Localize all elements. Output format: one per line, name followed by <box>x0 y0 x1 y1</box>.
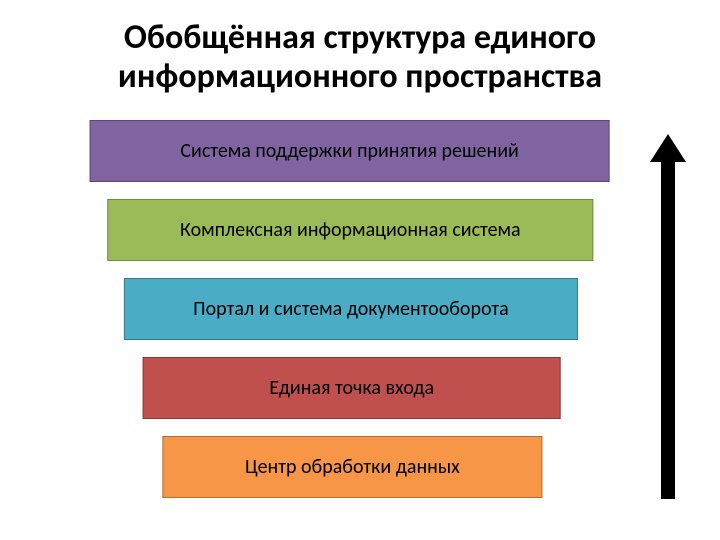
arrow-line <box>661 162 675 499</box>
layer-4-label: Центр обработки данных <box>245 455 460 479</box>
layer-2: Портал и система документооборота <box>124 278 578 340</box>
layer-1-label: Комплексная информационная система <box>180 218 521 242</box>
layered-diagram: Система поддержки принятия решений Компл… <box>0 106 720 526</box>
page-title: Обобщённая структура единого информацион… <box>0 0 720 106</box>
layer-1: Комплексная информационная система <box>107 199 593 261</box>
layer-3-label: Единая точка входа <box>269 376 434 400</box>
layer-3: Единая точка входа <box>143 357 561 419</box>
arrow-head-icon <box>650 134 686 162</box>
layer-4: Центр обработки данных <box>162 436 542 498</box>
layer-0-label: Система поддержки принятия решений <box>180 139 518 163</box>
layer-2-label: Портал и система документооборота <box>193 297 509 321</box>
layer-0: Система поддержки принятия решений <box>90 120 610 182</box>
upward-arrow <box>650 134 686 499</box>
